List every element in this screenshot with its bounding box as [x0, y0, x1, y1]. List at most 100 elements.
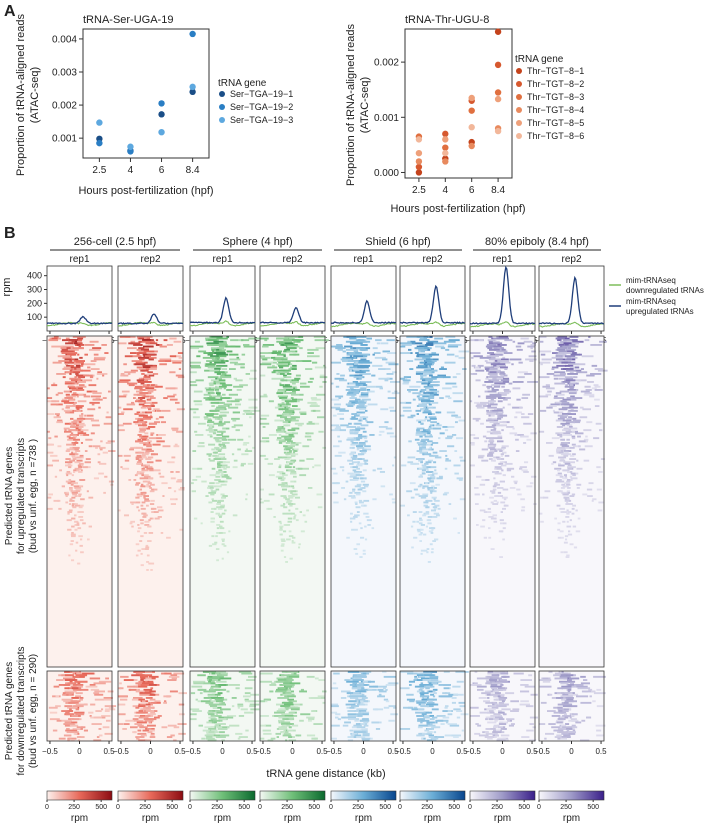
heatmap-cell	[355, 361, 358, 364]
heatmap-cell	[57, 392, 63, 395]
heatmap-cell	[402, 382, 409, 385]
heatmap-cell	[586, 374, 595, 377]
heatmap-cell	[400, 728, 411, 730]
heatmap-cell	[331, 711, 338, 714]
heatmap-cell	[208, 731, 215, 734]
heatmap-cell	[195, 698, 198, 701]
heatmap-cell	[74, 453, 78, 456]
heatmap-cell	[427, 419, 431, 422]
heatmap-cell	[68, 437, 74, 440]
heatmap-cell	[351, 732, 357, 735]
heatmap-cell	[222, 376, 232, 379]
heatmap-cell	[353, 475, 357, 478]
heatmap-cell	[342, 724, 349, 727]
heatmap-cell	[357, 366, 369, 369]
heatmap-cell	[565, 364, 573, 367]
heatmap-cell	[521, 509, 525, 512]
heatmap-cell	[353, 392, 359, 395]
heatmap-cell	[444, 734, 455, 737]
heatmap-cell	[302, 514, 306, 517]
heatmap-cell	[208, 501, 213, 504]
heatmap-cell	[64, 687, 70, 690]
heatmap-cell	[498, 344, 507, 346]
heatmap-cell	[227, 726, 230, 729]
heatmap-cell	[231, 400, 240, 403]
heatmap-cell	[418, 708, 425, 711]
thr-legend-swatch	[516, 81, 522, 87]
heatmap-cell	[420, 451, 425, 454]
heatmap-cell	[563, 339, 572, 342]
heatmap-cell	[382, 358, 388, 361]
heatmap-cell	[75, 488, 82, 491]
heatmap-cell	[416, 336, 430, 338]
heatmap-cell	[559, 675, 571, 678]
heatmap-cell	[135, 458, 140, 460]
heatmap-cell	[209, 435, 213, 438]
heatmap-cell	[430, 491, 433, 494]
heatmap-cell	[284, 417, 288, 420]
heatmap-cell	[332, 682, 337, 685]
heatmap-cell	[76, 459, 83, 462]
heatmap-cell	[498, 710, 502, 712]
heatmap-cell	[356, 708, 368, 711]
heatmap-cell	[347, 472, 354, 475]
heatmap-cell	[339, 379, 347, 382]
ser-legend-label: Ser−TGA−19−1	[230, 89, 293, 99]
heatmap-cell	[488, 358, 501, 361]
heatmap-cell	[171, 427, 179, 430]
heatmap-cell	[143, 345, 154, 348]
heatmap-cell	[432, 695, 436, 698]
heatmap-cell	[138, 716, 143, 719]
heatmap-cell	[119, 682, 122, 685]
heatmap-cell	[288, 368, 295, 370]
heatmap-cell	[215, 713, 218, 716]
heatmap-cell	[470, 464, 475, 467]
heatmap-cell	[432, 540, 436, 542]
heatmap-cell	[156, 440, 165, 443]
heatmap-cell	[420, 552, 423, 555]
heatmap-cell	[89, 715, 92, 717]
heatmap-cell	[580, 701, 592, 704]
heatmap-cell	[562, 477, 568, 480]
heatmap-cell	[143, 416, 147, 419]
heatmap-cell	[495, 424, 504, 427]
heatmap-cell	[150, 384, 155, 387]
heatmap-cell	[77, 527, 82, 530]
heatmap-cell	[235, 429, 240, 432]
heatmap-cell	[558, 408, 568, 411]
heatmap-cell	[226, 400, 233, 403]
heatmap-cell	[355, 371, 364, 374]
heatmap-cell	[364, 461, 367, 464]
heatmap-cell	[137, 549, 141, 552]
heatmap-cell	[47, 413, 55, 415]
heatmap-cell	[143, 350, 155, 353]
heatmap-cell	[564, 462, 571, 465]
heatmap-cell	[172, 429, 179, 432]
heatmap-cell	[562, 693, 571, 696]
heatmap-cell	[421, 445, 426, 448]
heatmap-cell	[354, 443, 359, 446]
heatmap-cell	[143, 532, 148, 534]
heatmap-cell	[306, 422, 316, 425]
heatmap-cell	[580, 390, 590, 393]
heatmap-cell	[127, 373, 131, 375]
heatmap-cell	[492, 703, 495, 706]
heatmap-cell	[523, 340, 533, 343]
heatmap-cell	[223, 403, 232, 406]
heatmap-cell	[145, 451, 150, 454]
heatmap-cell	[417, 718, 424, 721]
heatmap-cell	[140, 382, 145, 385]
heatmap-cell	[496, 680, 508, 683]
heatmap-cell	[308, 718, 315, 721]
heatmap-cell	[518, 361, 523, 364]
heatmap-cell	[267, 507, 273, 510]
heatmap-cell	[248, 435, 251, 438]
heatmap-cell	[358, 401, 367, 404]
heatmap-cell	[289, 716, 294, 719]
heatmap-cell	[69, 680, 73, 683]
heatmap-cell	[517, 342, 525, 345]
heatmap-cell	[216, 524, 221, 526]
heatmap-cell	[569, 475, 573, 478]
heatmap-cell	[160, 532, 164, 534]
heatmap-cell	[349, 366, 361, 369]
